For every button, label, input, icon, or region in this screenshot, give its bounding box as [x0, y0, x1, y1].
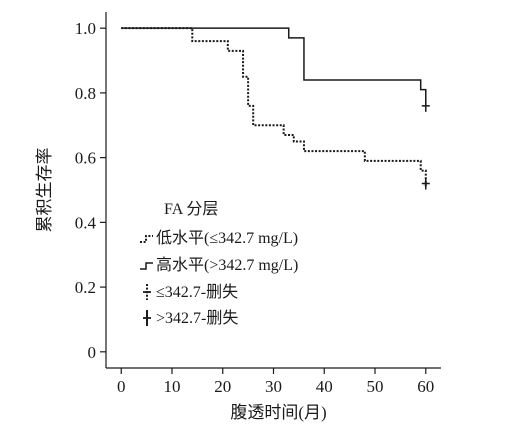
- x-tick-label: 60: [417, 377, 434, 396]
- legend-entry: 低水平(≤342.7 mg/L): [140, 229, 298, 247]
- x-axis-title: 腹透时间(月): [230, 403, 326, 422]
- x-axis-ticks: 0 10 20 30 40 50 60: [117, 368, 434, 396]
- legend: FA 分层 低水平(≤342.7 mg/L) 高水平(>342.7 mg/L) ≤3…: [140, 200, 298, 327]
- x-tick-label: 30: [265, 377, 282, 396]
- series-layer: [121, 27, 430, 190]
- series-line-1: [121, 27, 427, 106]
- y-tick-label: 0.6: [75, 149, 96, 168]
- y-axis-title: 累积生存率: [35, 148, 54, 233]
- y-tick-label: 1.0: [75, 19, 96, 38]
- y-axis-ticks: 0 0.2 0.4 0.6 0.8 1.0: [75, 19, 106, 362]
- x-tick-label: 10: [163, 377, 180, 396]
- legend-entry: >342.7-删失: [143, 309, 238, 327]
- legend-entries: 低水平(≤342.7 mg/L) 高水平(>342.7 mg/L) ≤342.7-删…: [140, 229, 298, 327]
- x-tick-label: 0: [117, 377, 126, 396]
- legend-label: 低水平(≤342.7 mg/L): [156, 229, 298, 247]
- y-tick-label: 0.4: [75, 213, 97, 232]
- legend-entry: ≤342.7-删失: [143, 283, 238, 301]
- y-tick-label: 0.8: [75, 84, 96, 103]
- x-tick-label: 50: [367, 377, 384, 396]
- legend-label: ≤342.7-删失: [156, 283, 238, 301]
- y-tick-label: 0.2: [75, 278, 96, 297]
- legend-label: 高水平(>342.7 mg/L): [156, 256, 298, 274]
- series-line-0: [121, 27, 427, 187]
- legend-entry: 高水平(>342.7 mg/L): [140, 256, 298, 274]
- legend-swatch: [140, 235, 153, 243]
- x-tick-label: 20: [214, 377, 231, 396]
- legend-label: >342.7-删失: [156, 309, 238, 327]
- legend-swatch: [140, 262, 153, 270]
- y-tick-label: 0: [88, 343, 97, 362]
- x-tick-label: 40: [316, 377, 333, 396]
- legend-title: FA 分层: [164, 200, 218, 218]
